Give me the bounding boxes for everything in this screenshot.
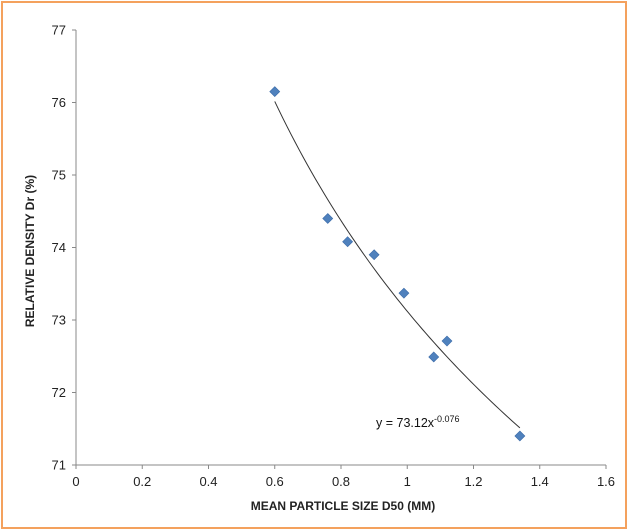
trendline-equation-base: y = 73.12x	[376, 416, 435, 430]
x-axis-title: MEAN PARTICLE SIZE D50 (MM)	[251, 499, 435, 513]
scatter-chart: 71 72 73 74 75 76 77 0 0.2 0.4 0.6 0.8 1 1.2 1.4 1.6 y…	[23, 23, 615, 514]
x-tick-label: 0.8	[332, 474, 350, 489]
x-tick-label: 1	[404, 474, 411, 489]
y-tick-label: 75	[52, 168, 66, 183]
y-tick-label: 72	[52, 385, 66, 400]
x-tick-label: 1.2	[464, 474, 482, 489]
y-tick-label: 71	[52, 458, 66, 473]
y-tick-label: 76	[52, 95, 66, 110]
data-point	[342, 236, 354, 248]
x-tick-label: 0	[72, 474, 79, 489]
data-point	[441, 335, 453, 347]
data-point	[398, 287, 410, 299]
x-axis-ticks: 0 0.2 0.4 0.6 0.8 1 1.2 1.4 1.6	[72, 465, 615, 489]
y-tick-label: 77	[52, 23, 66, 38]
data-point	[322, 213, 334, 224]
y-axis-title: RELATIVE DENSITY Dr (%)	[23, 175, 37, 327]
trendline-equation-exponent: -0.076	[434, 414, 460, 424]
data-point	[428, 351, 440, 363]
data-point	[368, 249, 380, 261]
x-tick-label: 1.4	[531, 474, 549, 489]
trendline-equation: y = 73.12x-0.076	[376, 414, 460, 430]
data-point	[514, 430, 526, 442]
y-tick-label: 73	[52, 313, 66, 328]
axes	[75, 30, 606, 466]
trendline	[274, 101, 521, 429]
x-tick-label: 0.6	[266, 474, 284, 489]
x-tick-label: 0.4	[199, 474, 217, 489]
x-tick-label: 1.6	[597, 474, 615, 489]
x-tick-label: 0.2	[133, 474, 151, 489]
data-point	[269, 86, 281, 98]
y-tick-label: 74	[52, 240, 66, 255]
y-axis-ticks: 71 72 73 74 75 76 77	[52, 23, 76, 473]
data-points	[269, 86, 526, 442]
